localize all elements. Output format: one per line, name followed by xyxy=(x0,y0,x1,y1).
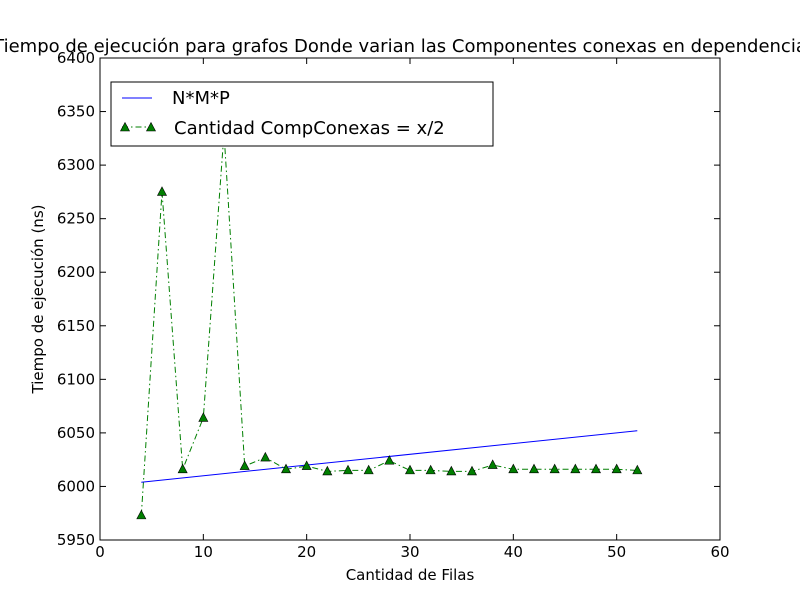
x-tick-labels: 0 10 20 30 40 50 60 xyxy=(95,543,729,561)
x-tick-label: 50 xyxy=(607,543,626,561)
y-tick-label: 6350 xyxy=(57,103,95,121)
series-point xyxy=(508,463,519,474)
y-tick-label: 6400 xyxy=(57,49,95,67)
series-point xyxy=(281,463,291,474)
plot-frame xyxy=(99,57,721,541)
series-point xyxy=(239,460,250,470)
legend: N*M*P Cantidad CompConexas = x/2 xyxy=(110,81,494,147)
y-tick-label: 6100 xyxy=(57,370,95,388)
legend-marker-right xyxy=(146,121,156,132)
series-point xyxy=(467,465,477,476)
series-point xyxy=(405,464,415,475)
y-axis-label: Tiempo de ejecución (ns) xyxy=(29,205,47,395)
chart-title: Tiempo de ejecución para grafos Donde va… xyxy=(0,36,800,57)
series-point xyxy=(529,463,539,474)
y-tick-labels: 5950 6000 6050 6100 6150 6200 6250 6300 6350 6400 xyxy=(57,49,95,549)
series-point xyxy=(157,186,167,196)
series-point xyxy=(487,459,498,469)
x-tick-label: 30 xyxy=(400,543,419,561)
series-point xyxy=(177,463,188,474)
y-tick-label: 6300 xyxy=(57,156,95,174)
legend-label-compconexas: Cantidad CompConexas = x/2 xyxy=(174,118,445,139)
series-point xyxy=(425,464,436,475)
legend-label-nmp: N*M*P xyxy=(172,88,230,109)
y-tick-label: 5950 xyxy=(57,531,95,549)
series-point xyxy=(591,463,601,474)
x-tick-label: 20 xyxy=(297,543,316,561)
series-point xyxy=(136,509,147,520)
series-point xyxy=(611,463,622,474)
y-tick-label: 6250 xyxy=(57,210,95,228)
series-point xyxy=(301,460,312,470)
y-tick-label: 6150 xyxy=(57,317,95,335)
x-tick-label: 60 xyxy=(710,543,729,561)
series-point xyxy=(446,465,457,476)
x-axis-label: Cantidad de Filas xyxy=(346,566,475,584)
series-point xyxy=(363,464,374,475)
x-tick-label: 40 xyxy=(504,543,523,561)
y-tick-label: 6000 xyxy=(57,477,95,495)
series-point xyxy=(343,464,353,475)
series-point xyxy=(570,463,581,474)
series-point xyxy=(384,455,395,465)
x-tick-label: 10 xyxy=(194,543,213,561)
x-tick-label: 0 xyxy=(95,543,105,561)
y-tick-label: 6200 xyxy=(57,263,95,281)
series-point xyxy=(260,451,271,462)
series-point xyxy=(198,412,209,422)
series-point xyxy=(632,464,643,475)
series-point xyxy=(322,465,333,476)
legend-marker-left xyxy=(120,121,130,132)
y-tick-label: 6050 xyxy=(57,424,95,442)
series-point xyxy=(549,463,560,474)
legend-box xyxy=(110,81,494,147)
